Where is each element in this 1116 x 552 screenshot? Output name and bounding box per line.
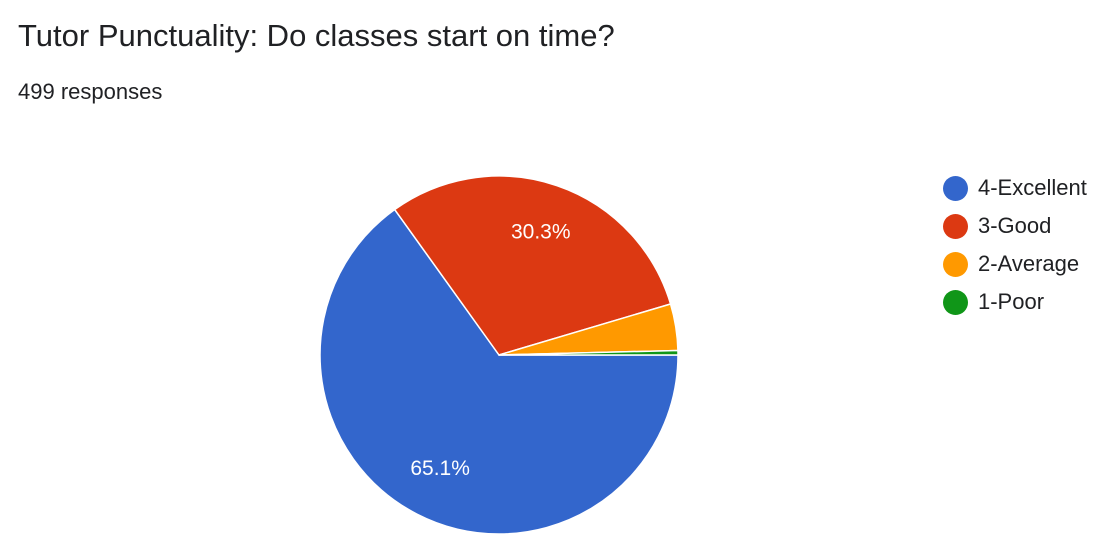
chart-title: Tutor Punctuality: Do classes start on t… <box>18 18 615 53</box>
legend-label: 4-Excellent <box>978 175 1087 200</box>
pie-slice-4-excellent[interactable] <box>319 208 679 535</box>
legend-swatch-icon <box>943 213 968 239</box>
legend-label: 2-Average <box>978 251 1080 276</box>
pie-slice-1-poor[interactable] <box>498 349 679 356</box>
data-label-4-excellent: 65.1% <box>410 457 470 480</box>
legend-item-1-poor[interactable]: 1-Poor <box>943 283 1087 321</box>
pie-slice-3-good[interactable] <box>393 175 672 356</box>
legend-label: 3-Good <box>978 213 1052 238</box>
legend-item-2-average[interactable]: 2-Average <box>943 245 1087 283</box>
legend-item-4-excellent[interactable]: 4-Excellent <box>943 169 1087 207</box>
legend-swatch-icon <box>943 251 968 277</box>
legend-swatch-icon <box>943 289 968 315</box>
response-count: 499 responses <box>18 79 163 104</box>
legend-label: 1-Poor <box>978 289 1045 314</box>
legend-swatch-icon <box>943 175 968 201</box>
data-label-3-good: 30.3% <box>511 221 571 244</box>
legend-item-3-good[interactable]: 3-Good <box>943 207 1087 245</box>
chart-legend: 4-Excellent 3-Good 2-Average 1-Poor <box>943 169 1087 321</box>
